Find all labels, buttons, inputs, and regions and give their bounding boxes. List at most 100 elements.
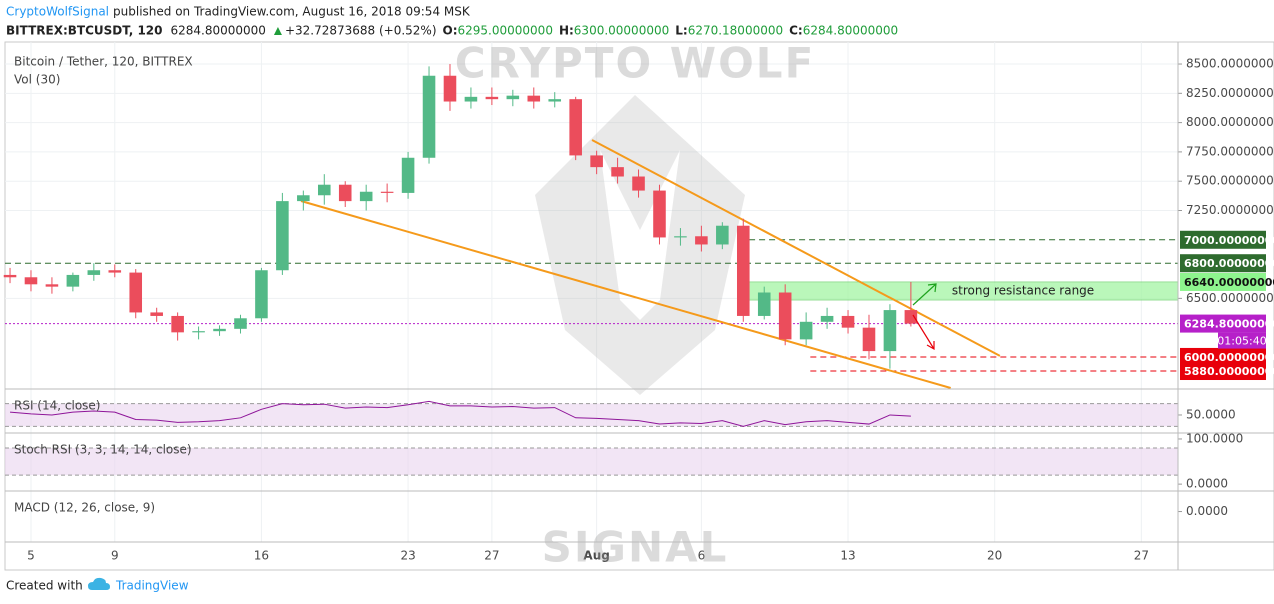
change: +32.72873688 (+0.52%) xyxy=(285,24,437,38)
arrow-up xyxy=(912,283,937,306)
candle-body xyxy=(443,75,457,102)
level-label-bg xyxy=(1180,314,1266,333)
trendline xyxy=(300,200,951,389)
watermark: CRYPTO WOLF SIGNAL xyxy=(455,39,816,572)
candle-body xyxy=(317,184,331,196)
countdown-bg xyxy=(1218,332,1266,349)
indicator-name: Stoch RSI (3, 3, 14, 14, close) xyxy=(14,443,192,457)
y-tick-label: 50.0000 xyxy=(1186,407,1236,421)
candle-body xyxy=(716,225,729,245)
watermark-logo xyxy=(535,95,745,395)
candle-body xyxy=(192,331,205,333)
change-arrow xyxy=(273,27,282,35)
y-tick-label: 100.0000 xyxy=(1186,431,1243,445)
level-label: 6640.00000000 xyxy=(1184,276,1274,289)
candle-body xyxy=(862,327,876,352)
candle-body xyxy=(820,315,834,322)
trendline xyxy=(591,139,1001,357)
y-tick-label: 8500.00000000 xyxy=(1186,57,1274,71)
candle-body xyxy=(359,191,373,202)
ohlc-label: H: xyxy=(559,24,574,38)
level-label: 7000.00000000 xyxy=(1184,234,1274,247)
x-tick-label: 13 xyxy=(840,549,855,563)
candle-body xyxy=(883,310,897,352)
ohlc-label: C: xyxy=(789,24,803,38)
candle-body xyxy=(150,312,163,316)
candle-body xyxy=(841,315,855,328)
last-price: 6284.80000000 xyxy=(171,24,266,38)
x-tick-label: 5 xyxy=(27,549,35,563)
candle-body xyxy=(171,315,184,333)
candle-body xyxy=(3,274,17,278)
ohlc-value: 6295.00000000 xyxy=(458,24,553,38)
chart-layer: 5 9 16 23 27 Aug 6 13 20 27 6500.00000000 7250.0000… xyxy=(3,39,1274,572)
candle-body xyxy=(338,184,352,202)
candle-body xyxy=(297,195,310,202)
y-tick-label: 8250.00000000 xyxy=(1186,86,1274,100)
candle-body xyxy=(234,318,247,329)
candle-body xyxy=(695,236,708,245)
level-label-bg xyxy=(1180,347,1266,366)
level-label: 6800.00000000 xyxy=(1184,257,1274,270)
x-tick-label: 9 xyxy=(111,549,119,563)
x-tick-label: 6 xyxy=(698,549,706,563)
candle-body xyxy=(611,167,624,177)
footer-created: Created with xyxy=(6,579,83,593)
candle-body xyxy=(422,75,436,158)
countdown: 01:05:40 xyxy=(1217,335,1266,348)
arrow-down xyxy=(912,314,935,351)
chart-frame xyxy=(4,41,1274,571)
x-tick-label: 27 xyxy=(1134,549,1149,563)
watermark-bottom: SIGNAL xyxy=(542,523,729,572)
level-label-bg xyxy=(1180,362,1266,381)
zone-label: strong resistance range xyxy=(952,283,1094,297)
footer-brand[interactable]: TradingView xyxy=(115,579,189,593)
chart-title: Bitcoin / Tether, 120, BITTREX xyxy=(14,55,193,69)
x-tick-label: 27 xyxy=(484,549,499,563)
candle-body xyxy=(527,95,541,102)
header: CryptoWolfSignal published on TradingView… xyxy=(6,5,898,38)
indicator-line xyxy=(9,400,911,427)
candle-body xyxy=(401,157,415,193)
candle-body xyxy=(87,270,101,275)
band xyxy=(5,403,1178,427)
level-label: 6000.00000000 xyxy=(1184,351,1274,364)
level-label-bg xyxy=(1180,254,1266,273)
y-tick-label: 7250.00000000 xyxy=(1186,203,1274,217)
x-tick-label: 20 xyxy=(987,549,1002,563)
author[interactable]: CryptoWolfSignal xyxy=(6,5,109,19)
x-tick-label: 23 xyxy=(400,549,415,563)
candle-body xyxy=(255,270,268,319)
candle-body xyxy=(506,95,520,100)
level-label-bg xyxy=(1180,272,1266,291)
band xyxy=(5,448,1178,476)
candle-body xyxy=(904,310,918,324)
candle-body xyxy=(213,328,226,332)
candle-body xyxy=(66,274,80,287)
x-tick-label: Aug xyxy=(583,549,609,563)
indicator-name: RSI (14, close) xyxy=(14,399,100,413)
candle-body xyxy=(590,155,603,168)
candle-body xyxy=(569,99,582,156)
candle-body xyxy=(548,99,562,102)
y-tick-label: 7750.00000000 xyxy=(1186,144,1274,158)
candle-body xyxy=(108,270,122,273)
watermark-top: CRYPTO WOLF xyxy=(455,39,816,88)
candle-body xyxy=(24,277,38,285)
ohlc-value: 6284.80000000 xyxy=(803,24,898,38)
level-label-bg xyxy=(1180,230,1266,249)
candle-body xyxy=(757,292,771,316)
x-tick-label: 16 xyxy=(254,549,269,563)
candle-body xyxy=(799,321,813,340)
level-label: 5880.00000000 xyxy=(1184,365,1274,378)
candle-body xyxy=(736,225,750,316)
ohlc-label: L: xyxy=(675,24,687,38)
ohlc-value: 6300.00000000 xyxy=(574,24,669,38)
level-label: 6284.80000000 xyxy=(1184,318,1274,331)
y-tick-label: 7500.00000000 xyxy=(1186,174,1274,188)
y-tick-label: 0.0000 xyxy=(1186,504,1228,518)
volume-label: Vol (30) xyxy=(14,73,60,87)
ohlc-value: 6270.18000000 xyxy=(688,24,783,38)
candle-body xyxy=(653,190,666,238)
